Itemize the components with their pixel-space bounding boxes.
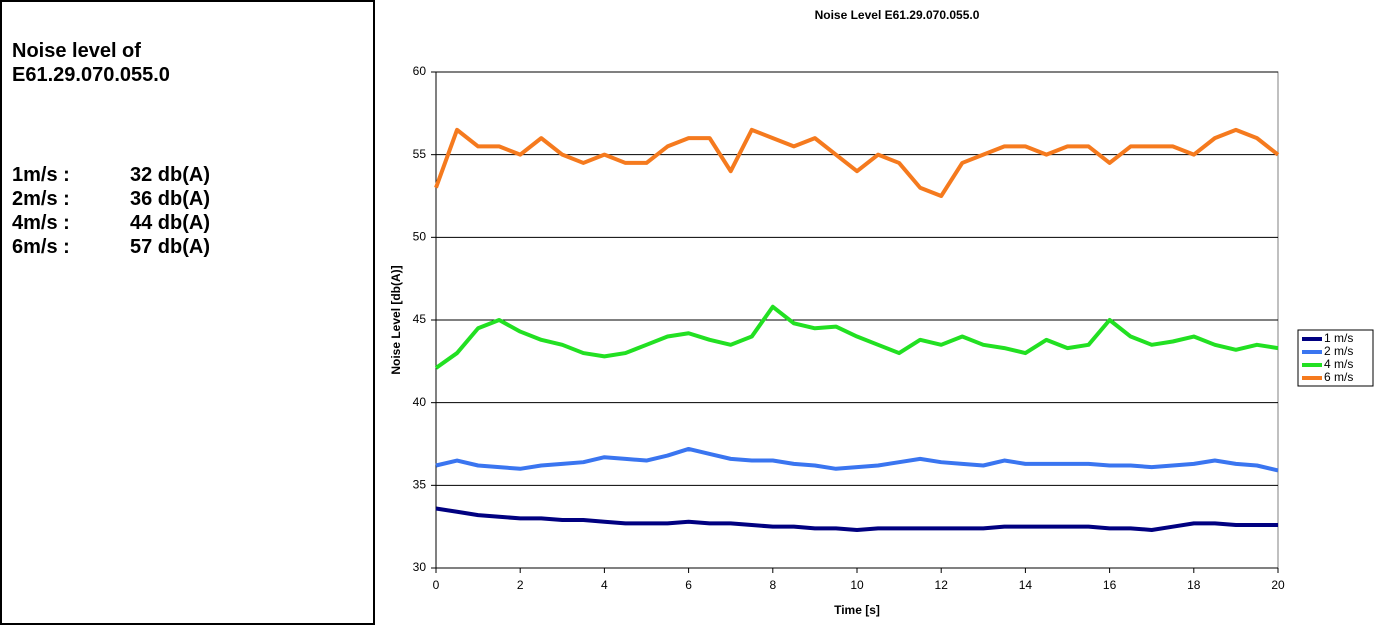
- y-tick-label: 50: [413, 230, 427, 244]
- series-line: [434, 127, 1280, 198]
- level-row: 4m/s : 44 db(A): [12, 212, 210, 235]
- panel-title: E61.29.070.055.0: [12, 64, 170, 86]
- chart: Noise Level E61.29.070.055.0 Time [s] Nois…: [389, 8, 1374, 617]
- level-value: 44 db(A): [130, 212, 210, 234]
- y-axis-label: Noise Level [db(A)]: [389, 265, 403, 374]
- y-tick-label: 40: [413, 395, 427, 409]
- series-line: [435, 446, 1279, 473]
- level-value: 32 db(A): [130, 164, 210, 186]
- legend-label: 6 m/s: [1324, 370, 1353, 384]
- chart-title: Noise Level E61.29.070.055.0: [815, 8, 980, 22]
- x-tick-label: 4: [601, 578, 608, 592]
- x-tick-label: 20: [1271, 578, 1285, 592]
- x-tick-label: 10: [850, 578, 864, 592]
- x-tick-label: 14: [1019, 578, 1033, 592]
- level-value: 36 db(A): [130, 188, 210, 210]
- level-value: 57 db(A): [130, 236, 210, 258]
- summary-panel: Noise level of E61.29.070.055.0 1m/s : 32…: [0, 0, 375, 625]
- x-tick-label: 16: [1103, 578, 1117, 592]
- x-tick-label: 8: [769, 578, 776, 592]
- y-tick-label: 60: [413, 64, 427, 78]
- panel-title: Noise level of: [12, 40, 141, 62]
- x-tick-label: 2: [517, 578, 524, 592]
- legend-label: 2 m/s: [1324, 344, 1353, 358]
- y-tick-label: 55: [413, 147, 427, 161]
- speed-label: 1m/s :: [12, 164, 70, 186]
- series-line: [434, 304, 1279, 370]
- x-tick-label: 12: [935, 578, 949, 592]
- series-line: [435, 506, 1278, 532]
- x-tick-label: 18: [1187, 578, 1201, 592]
- level-row: 2m/s : 36 db(A): [12, 188, 210, 211]
- speed-label: 4m/s :: [12, 212, 70, 234]
- y-tick-label: 35: [413, 478, 427, 492]
- x-axis-label: Time [s]: [834, 603, 880, 617]
- y-tick-label: 30: [413, 560, 427, 574]
- y-tick-label: 45: [413, 312, 427, 326]
- level-row: 1m/s : 32 db(A): [12, 164, 210, 187]
- legend-label: 1 m/s: [1324, 331, 1353, 345]
- speed-label: 2m/s :: [12, 188, 70, 210]
- legend-label: 4 m/s: [1324, 357, 1353, 371]
- level-row: 6m/s : 57 db(A): [12, 236, 210, 259]
- x-tick-label: 6: [685, 578, 692, 592]
- speed-label: 6m/s :: [12, 236, 70, 258]
- x-tick-label: 0: [433, 578, 440, 592]
